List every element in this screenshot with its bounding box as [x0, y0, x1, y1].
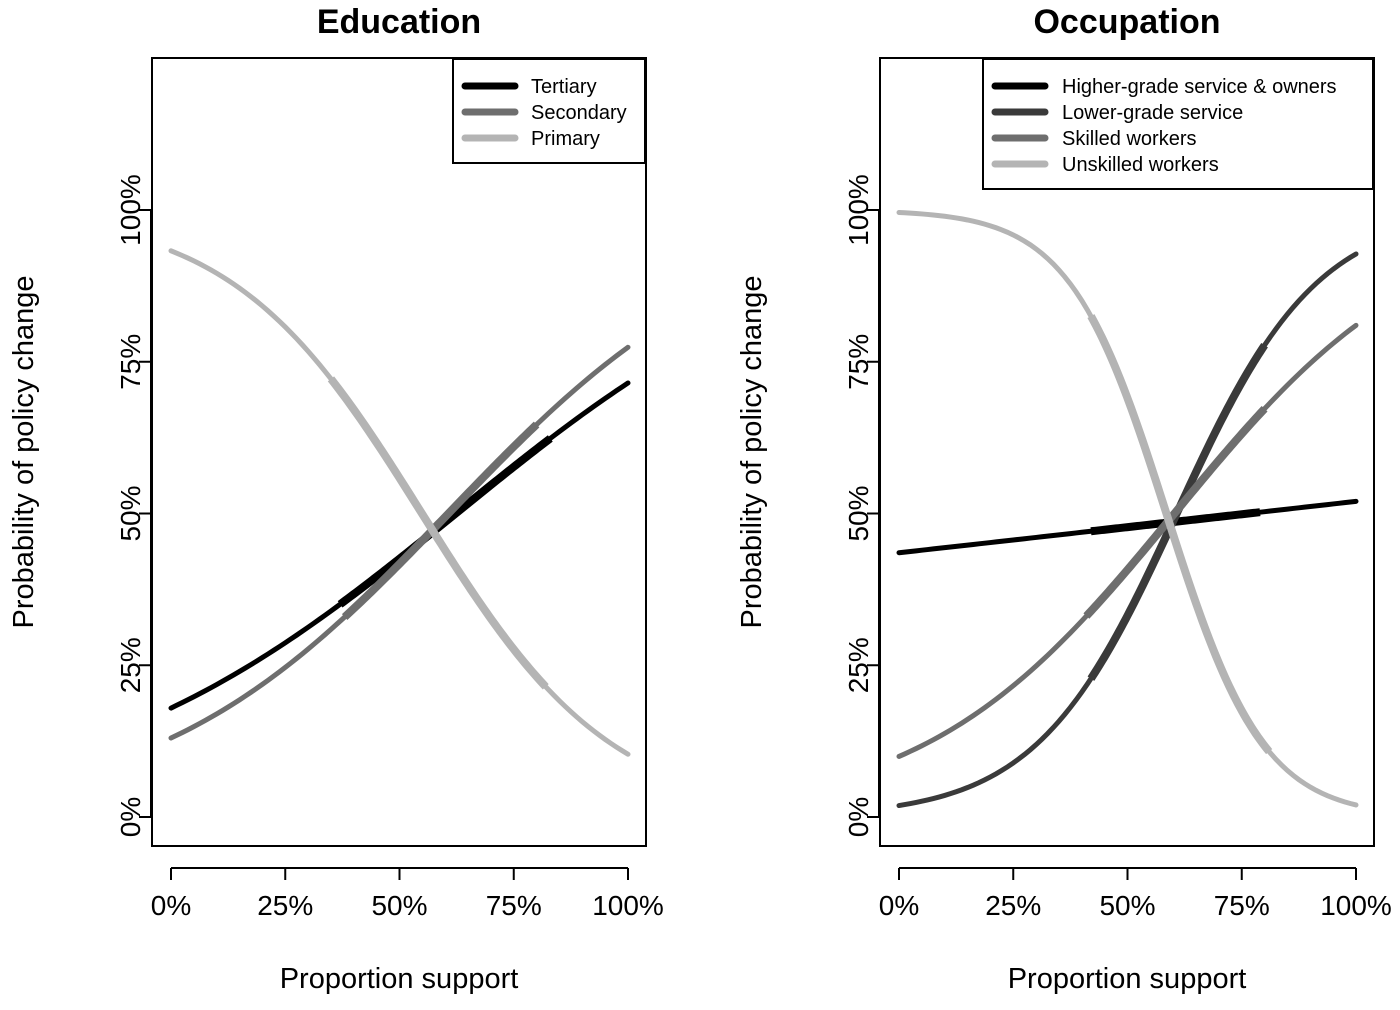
legend-label-secondary: Secondary [531, 102, 627, 124]
series-primary [168, 248, 631, 757]
series-higher-grade-service-owners [896, 498, 1359, 556]
series-skilled-workers [896, 322, 1359, 759]
x-tick-label: 0% [879, 890, 919, 921]
x-tick-label: 50% [371, 890, 427, 921]
series-lines [168, 248, 631, 757]
y-tick-label: 100% [843, 174, 874, 246]
y-tick-label: 75% [843, 334, 874, 390]
y-tick-label: 25% [115, 637, 146, 693]
legend-label-higher-grade-service: Higher-grade service & owners [1062, 76, 1337, 98]
y-tick-label: 75% [115, 334, 146, 390]
series-line-bold [1083, 405, 1268, 619]
chart-title: Occupation [1033, 3, 1220, 41]
occupation-panel: Occupation 0% 25% 50% 75% 100% 0% 25% 50% 75% 10… [736, 3, 1392, 995]
x-tick-label: 75% [1214, 890, 1270, 921]
y-axis: 0% 25% 50% 75% 100% [115, 174, 152, 837]
legend: Higher-grade service & owners Lower-grad… [982, 58, 1374, 190]
y-tick-label: 25% [843, 637, 874, 693]
x-tick-label: 25% [985, 890, 1041, 921]
x-axis: 0% 25% 50% 75% 100% [879, 867, 1392, 921]
y-axis: 0% 25% 50% 75% 100% [843, 174, 880, 837]
y-axis-label: Probability of policy change [8, 275, 40, 628]
legend-label-unskilled-workers: Unskilled workers [1062, 154, 1219, 176]
series-tertiary [168, 380, 631, 711]
x-axis-label: Proportion support [1008, 963, 1247, 995]
y-tick-label: 50% [843, 485, 874, 541]
x-tick-label: 75% [486, 890, 542, 921]
education-panel: Education 0% 25% 50% 75% 100% 0% 25% 50% 75% 100… [8, 3, 664, 995]
y-tick-label: 50% [115, 485, 146, 541]
plot-frame [151, 57, 647, 847]
y-axis-label: Probability of policy change [736, 275, 768, 628]
x-tick-label: 0% [151, 890, 191, 921]
series-line [168, 248, 631, 757]
series-line-bold [1087, 314, 1273, 755]
series-line-bold [327, 376, 549, 690]
legend-label-lower-grade-service: Lower-grade service [1062, 102, 1243, 124]
series-line-bold [341, 421, 540, 620]
x-axis-label: Proportion support [280, 963, 519, 995]
legend: Tertiary Secondary Primary [452, 58, 646, 164]
legend-label-primary: Primary [531, 128, 600, 150]
legend-label-skilled-workers: Skilled workers [1062, 128, 1196, 150]
series-unskilled-workers [896, 209, 1359, 808]
x-axis: 0% 25% 50% 75% 100% [151, 867, 664, 921]
series-line [168, 344, 631, 741]
x-tick-label: 25% [257, 890, 313, 921]
x-tick-label: 100% [1320, 890, 1392, 921]
series-line [168, 380, 631, 711]
x-tick-label: 100% [592, 890, 664, 921]
legend-label-tertiary: Tertiary [531, 76, 597, 98]
x-tick-label: 50% [1099, 890, 1155, 921]
legend-box [982, 58, 1374, 190]
y-tick-label: 0% [115, 797, 146, 837]
chart-title: Education [317, 3, 481, 41]
y-tick-label: 100% [115, 174, 146, 246]
series-lines [896, 209, 1359, 809]
series-secondary [168, 344, 631, 741]
y-tick-label: 0% [843, 797, 874, 837]
